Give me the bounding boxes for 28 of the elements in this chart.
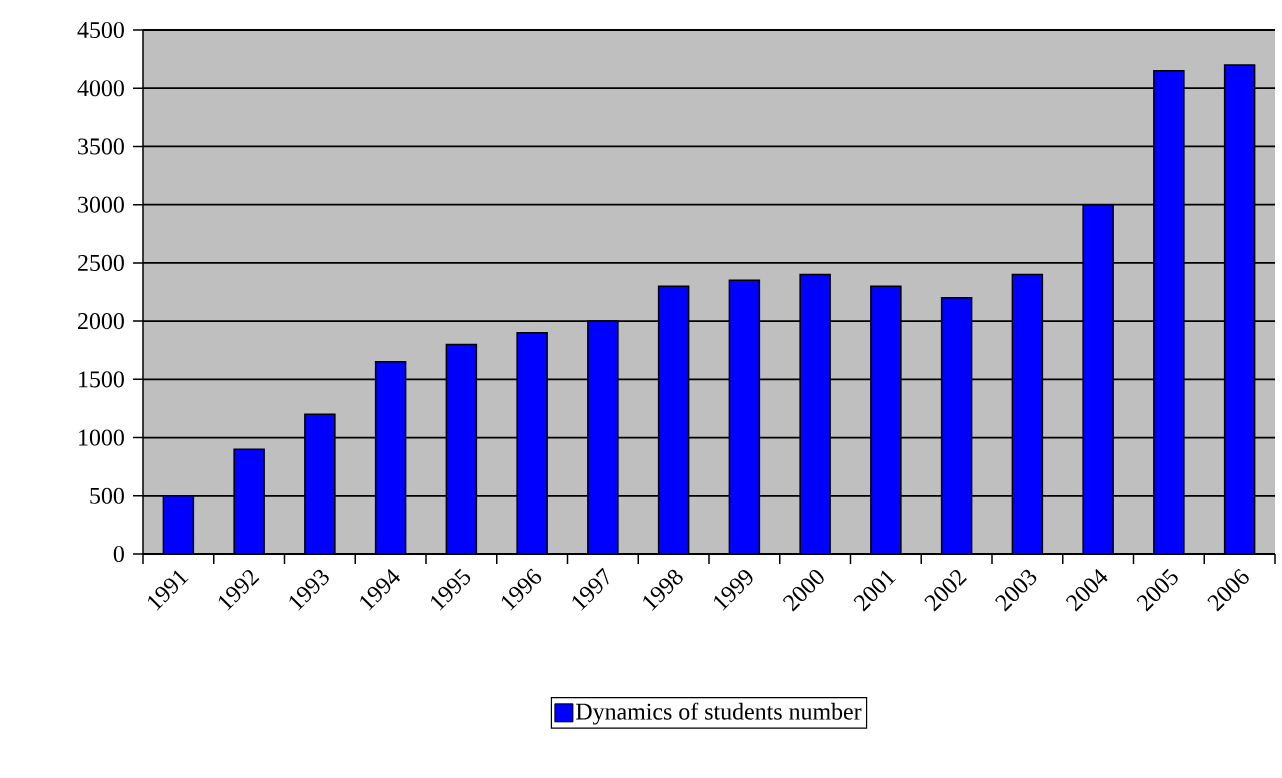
bar bbox=[1153, 70, 1185, 554]
bar bbox=[728, 279, 761, 554]
bar bbox=[799, 273, 831, 554]
bar bbox=[374, 361, 407, 554]
x-tick-label: 1992 bbox=[218, 569, 260, 611]
bar bbox=[870, 285, 902, 554]
legend-label: Dynamics of students number bbox=[576, 702, 862, 725]
y-tick-label: 0 bbox=[113, 545, 124, 563]
bar bbox=[516, 332, 548, 554]
bar bbox=[162, 495, 195, 554]
y-tick-label: 4500 bbox=[77, 21, 124, 39]
bar bbox=[233, 448, 265, 554]
bar bbox=[1082, 203, 1114, 554]
bar bbox=[304, 413, 336, 554]
y-tick-label: 3000 bbox=[78, 196, 124, 213]
y-tick-label: 500 bbox=[90, 487, 124, 504]
bar bbox=[445, 343, 478, 554]
y-tick-label: 2000 bbox=[78, 313, 124, 330]
bar bbox=[587, 320, 619, 554]
y-tick-label: 4000 bbox=[77, 80, 124, 97]
bar bbox=[1223, 64, 1256, 554]
bar bbox=[940, 297, 973, 554]
y-tick-label: 2500 bbox=[78, 254, 124, 271]
bar bbox=[657, 285, 690, 554]
y-tick-label: 3500 bbox=[78, 138, 124, 155]
bar bbox=[1011, 273, 1044, 554]
y-tick-label: 1000 bbox=[79, 429, 124, 446]
y-tick-label: 1500 bbox=[79, 371, 124, 388]
